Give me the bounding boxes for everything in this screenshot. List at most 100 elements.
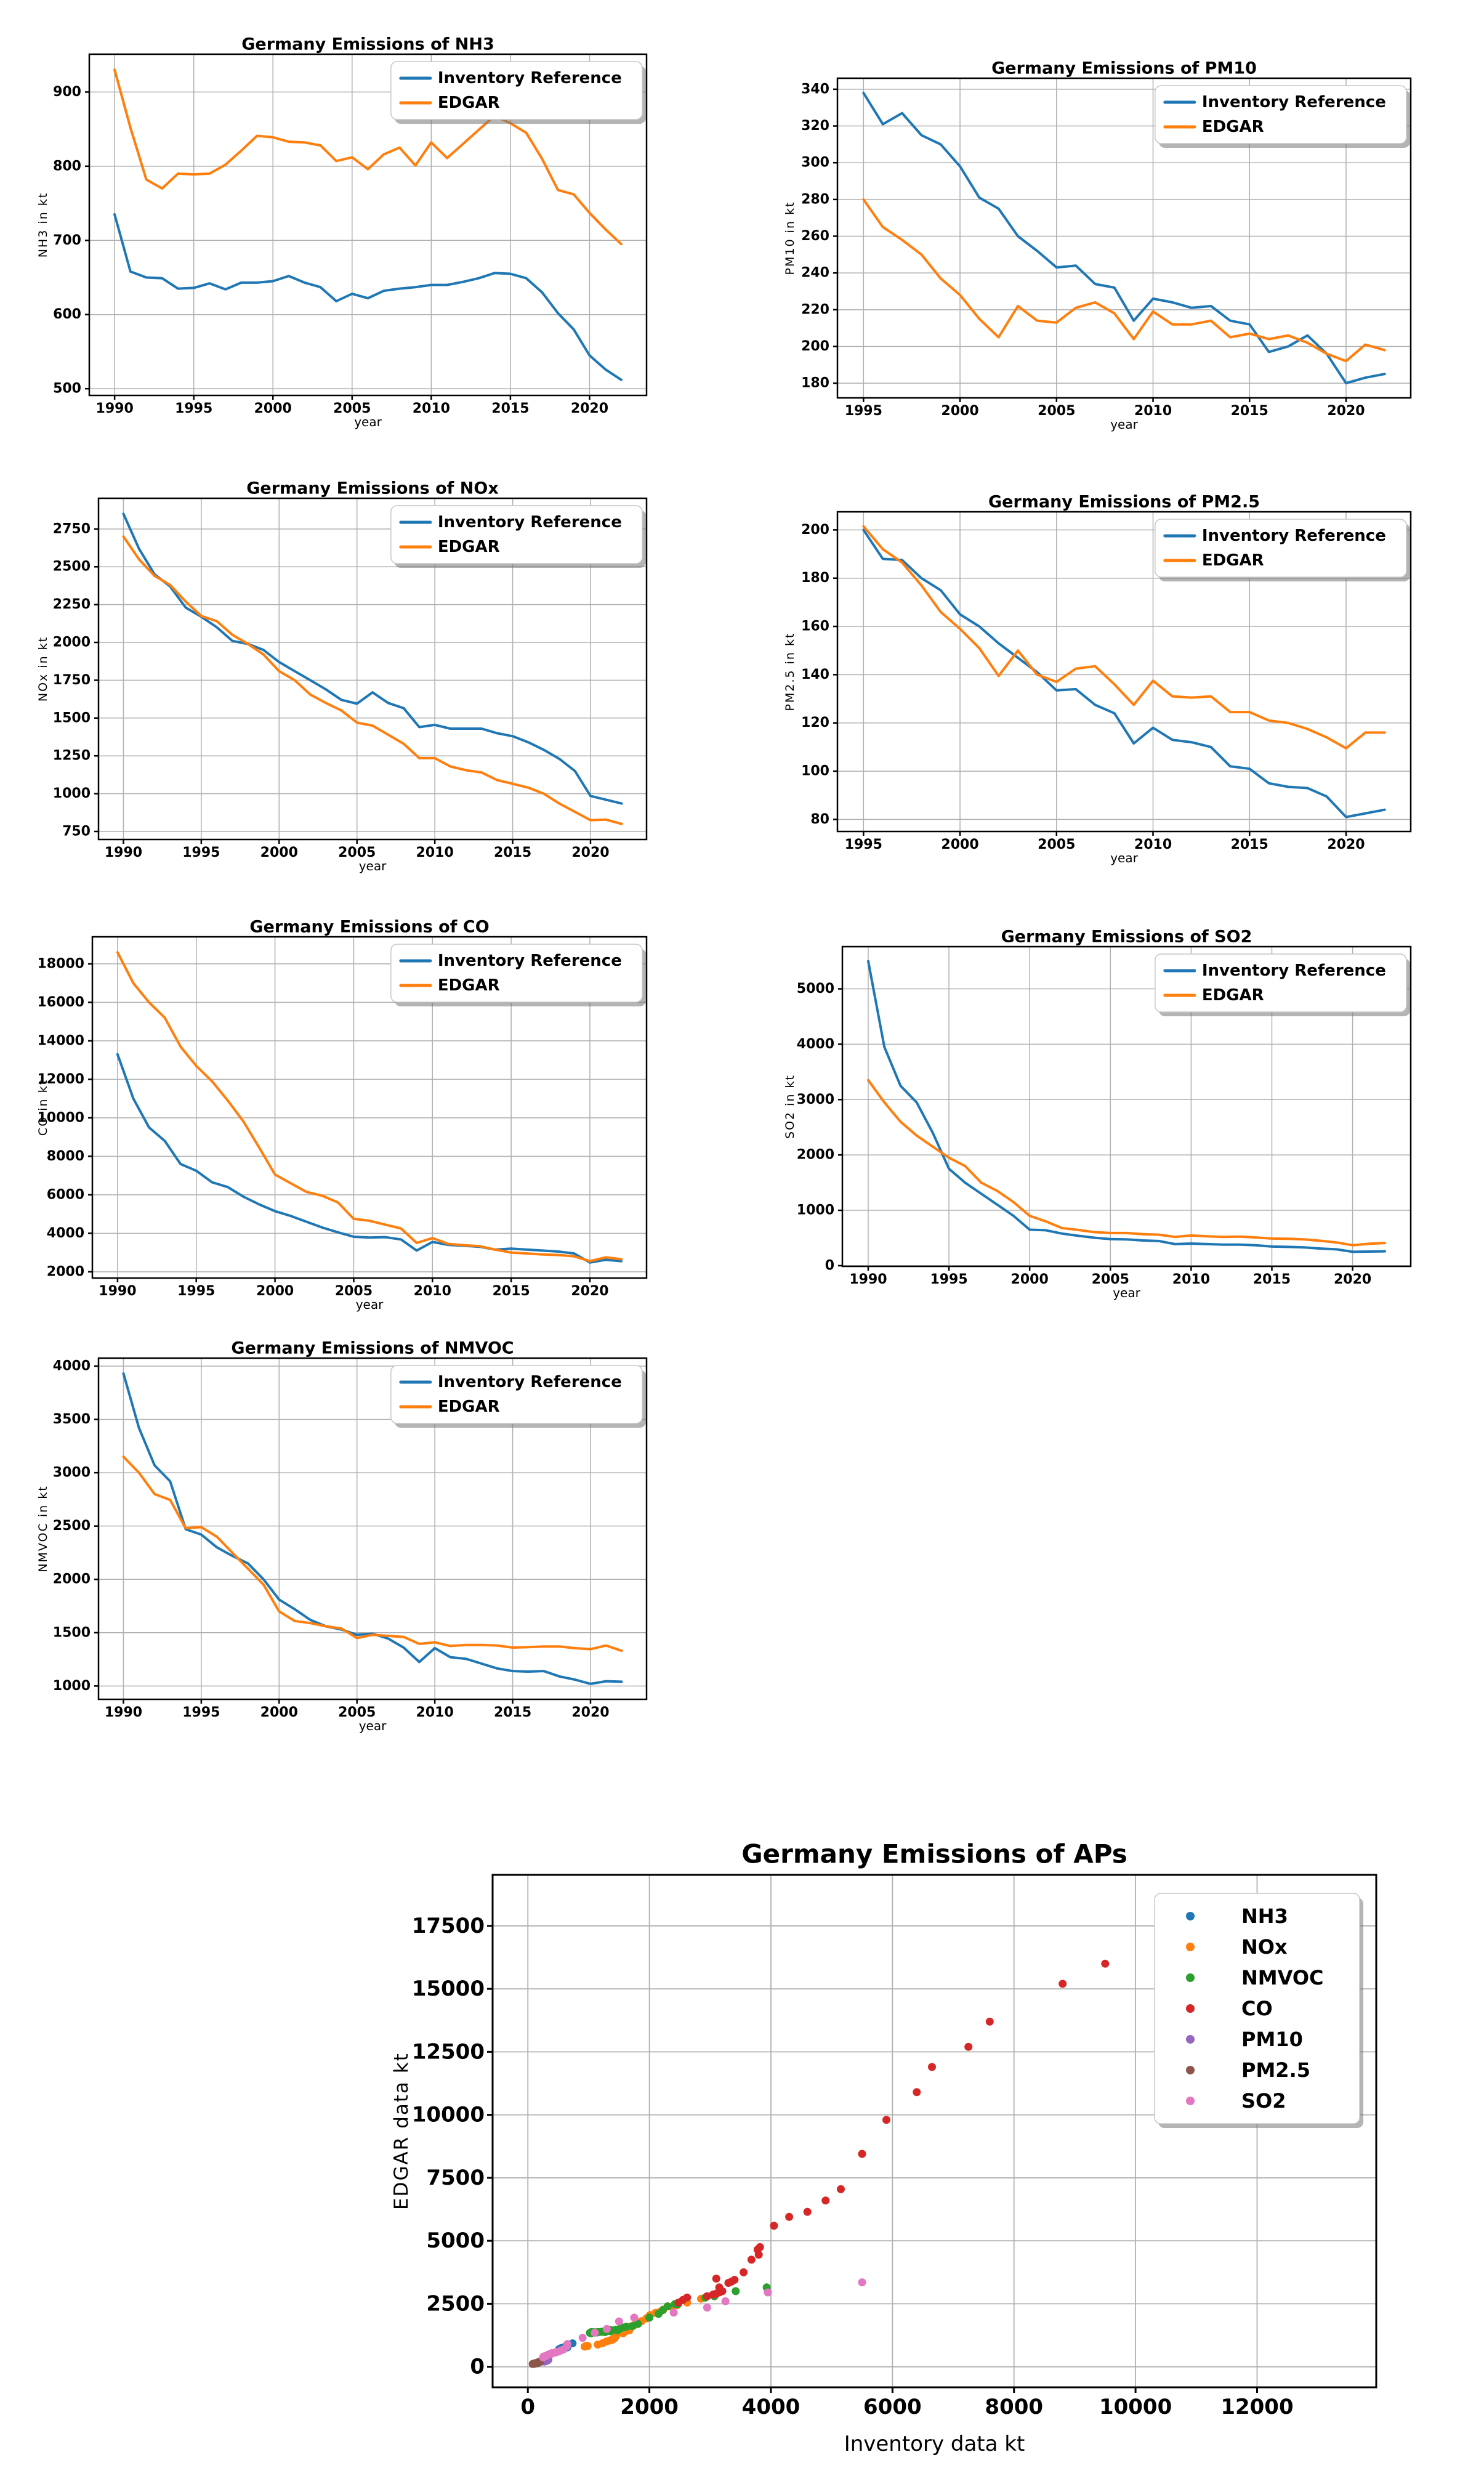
x-tick-label: 2005 bbox=[1038, 837, 1075, 852]
legend-label: EDGAR bbox=[438, 538, 500, 556]
y-tick-label: 160 bbox=[801, 619, 829, 634]
legend-item: NMVOC bbox=[1186, 1966, 1324, 1989]
y-tick-label: 14000 bbox=[37, 1033, 84, 1048]
chart-nox: 1990 1995 2000 2005 2010 2015 2020 750 1000 1250 1… bbox=[31, 463, 653, 881]
x-axis-label: year bbox=[1110, 851, 1138, 865]
legend-label: SO2 bbox=[1241, 2089, 1286, 2113]
chart-title: Germany Emissions of CO bbox=[249, 918, 489, 937]
x-tick-label: 2005 bbox=[338, 845, 376, 860]
x-tick-label: 2005 bbox=[1038, 403, 1075, 419]
y-tick-label: 1750 bbox=[53, 673, 91, 688]
legend-item: Inventory Reference bbox=[1163, 527, 1386, 545]
x-tick-label: 2010 bbox=[416, 1705, 454, 1720]
legend-label: Inventory Reference bbox=[438, 1373, 622, 1391]
legend-item: NOx bbox=[1186, 1935, 1288, 1959]
x-tick-label: 2015 bbox=[492, 1284, 530, 1299]
x-tick-label: 1990 bbox=[105, 1705, 142, 1720]
y-tick-label: 0 bbox=[470, 2355, 485, 2379]
x-tick-label: 2015 bbox=[494, 1705, 531, 1720]
y-tick-label: 600 bbox=[53, 307, 81, 322]
y-tick-label: 100 bbox=[801, 764, 829, 779]
x-tick-label: 2015 bbox=[494, 845, 531, 860]
axes-ticks: 1990 1995 2000 2005 2010 2015 2020 500 600 700 800… bbox=[53, 84, 608, 416]
pm10-plot: 1995 2000 2005 2010 2015 2020 180 200 220 240 260 2… bbox=[778, 42, 1418, 440]
x-tick-label: 1995 bbox=[182, 845, 220, 860]
y-axis-label: EDGAR data kt bbox=[390, 2052, 413, 2210]
legend: Inventory Reference EDGAR bbox=[390, 1365, 646, 1428]
y-tick-label: 6000 bbox=[47, 1187, 84, 1202]
y-tick-label: 12500 bbox=[412, 2039, 485, 2064]
legend: Inventory Reference EDGAR bbox=[390, 61, 646, 124]
chart-aps: 0 2000 4000 6000 8000 10000 12000 0 2500 5000 7500… bbox=[387, 1779, 1406, 2464]
x-tick-label: 2015 bbox=[1253, 1272, 1291, 1287]
legend-item: PM2.5 bbox=[1186, 2058, 1310, 2082]
legend-label: Inventory Reference bbox=[1202, 527, 1386, 545]
legend-item: EDGAR bbox=[399, 538, 500, 556]
x-tick-label: 1995 bbox=[182, 1705, 220, 1720]
legend-label: NOx bbox=[1241, 1935, 1288, 1959]
x-tick-label: 2000 bbox=[620, 2395, 679, 2419]
y-tick-label: 300 bbox=[801, 155, 829, 171]
y-tick-label: 16000 bbox=[37, 995, 84, 1010]
chart-title: Germany Emissions of NMVOC bbox=[231, 1339, 514, 1358]
legend-item: Inventory Reference bbox=[399, 1373, 622, 1391]
series-line-EDGAR bbox=[113, 68, 623, 246]
x-tick-label: 0 bbox=[520, 2395, 535, 2419]
plot-frame bbox=[97, 1357, 648, 1701]
series-line-Inventory Reference bbox=[862, 528, 1386, 819]
x-axis-label: year bbox=[359, 859, 387, 873]
legend-dot-icon bbox=[1186, 1973, 1195, 1982]
x-tick-label: 1990 bbox=[99, 1284, 136, 1299]
y-tick-label: 1000 bbox=[53, 786, 91, 801]
x-tick-label: 2000 bbox=[260, 1705, 298, 1720]
x-tick-label: 2000 bbox=[254, 401, 292, 416]
grid bbox=[837, 78, 1411, 398]
y-tick-label: 3000 bbox=[53, 1465, 91, 1481]
y-tick-label: 2000 bbox=[53, 635, 91, 650]
legend-item: Inventory Reference bbox=[1163, 961, 1386, 980]
legend: Inventory Reference EDGAR bbox=[1155, 519, 1410, 581]
y-tick-label: 260 bbox=[801, 229, 829, 244]
x-tick-label: 12000 bbox=[1220, 2395, 1293, 2419]
chart-title: Germany Emissions of SO2 bbox=[1001, 928, 1252, 947]
grid bbox=[92, 937, 647, 1278]
legend-dot-icon bbox=[1186, 2066, 1195, 2074]
x-tick-label: 2010 bbox=[413, 401, 450, 416]
y-tick-label: 220 bbox=[801, 302, 829, 317]
plot-frame bbox=[88, 53, 648, 397]
series-line-EDGAR bbox=[862, 525, 1386, 750]
legend-item: PM10 bbox=[1186, 2028, 1303, 2051]
so2-plot: 1990 1995 2000 2005 2010 2015 2020 0 1000 2000 300… bbox=[778, 911, 1418, 1308]
legend-label: PM2.5 bbox=[1241, 2058, 1310, 2082]
x-tick-label: 2000 bbox=[1011, 1272, 1049, 1287]
y-tick-label: 1000 bbox=[797, 1203, 834, 1218]
series-line-EDGAR bbox=[122, 1455, 623, 1653]
y-tick-label: 180 bbox=[801, 376, 829, 391]
series-line-Inventory Reference bbox=[116, 1053, 623, 1264]
y-axis-label: NOx in kt bbox=[36, 636, 50, 702]
x-tick-label: 2000 bbox=[941, 837, 978, 852]
y-tick-label: 900 bbox=[53, 84, 81, 100]
y-tick-label: 800 bbox=[53, 158, 81, 174]
y-axis-label: PM2.5 in kt bbox=[783, 633, 797, 711]
y-tick-label: 2500 bbox=[53, 559, 91, 575]
series-line-Inventory Reference bbox=[122, 512, 623, 805]
x-tick-label: 2020 bbox=[571, 845, 609, 860]
legend-item: Inventory Reference bbox=[399, 69, 622, 87]
plot-frame bbox=[836, 77, 1412, 399]
x-tick-label: 2020 bbox=[1327, 837, 1365, 852]
legend-dot-icon bbox=[1186, 2097, 1195, 2105]
y-tick-label: 5000 bbox=[426, 2228, 485, 2253]
axes-ticks: 1990 1995 2000 2005 2010 2015 2020 2000 4000 6000… bbox=[37, 956, 608, 1299]
legend-label: Inventory Reference bbox=[438, 69, 622, 87]
legend-label: EDGAR bbox=[438, 94, 500, 112]
y-tick-label: 0 bbox=[825, 1258, 834, 1273]
y-tick-label: 5000 bbox=[797, 981, 834, 997]
y-tick-label: 750 bbox=[62, 823, 91, 839]
legend-dot-icon bbox=[1186, 1912, 1195, 1920]
y-tick-label: 15000 bbox=[412, 1976, 485, 2001]
y-tick-label: 3500 bbox=[53, 1412, 91, 1427]
x-tick-label: 2020 bbox=[571, 401, 608, 416]
x-tick-label: 2010 bbox=[414, 1284, 451, 1299]
